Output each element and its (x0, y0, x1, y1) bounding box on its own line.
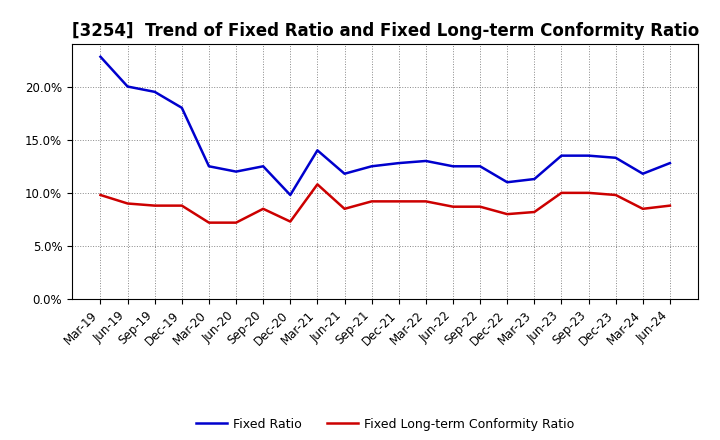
Fixed Long-term Conformity Ratio (178, 203, 186, 208)
Line: Fixed Long-term Conformity Ratio: Fixed Long-term Conformity Ratio (101, 184, 670, 223)
Fixed Ratio (232, 169, 240, 174)
Fixed Ratio (530, 176, 539, 182)
Fixed Long-term Conformity Ratio (421, 199, 430, 204)
Fixed Ratio (123, 84, 132, 89)
Fixed Ratio (341, 171, 349, 176)
Fixed Long-term Conformity Ratio (557, 190, 566, 195)
Fixed Ratio (611, 155, 620, 161)
Fixed Long-term Conformity Ratio (639, 206, 647, 212)
Line: Fixed Ratio: Fixed Ratio (101, 57, 670, 195)
Fixed Ratio (313, 148, 322, 153)
Fixed Long-term Conformity Ratio (530, 209, 539, 215)
Fixed Ratio (421, 158, 430, 164)
Fixed Ratio (150, 89, 159, 95)
Legend: Fixed Ratio, Fixed Long-term Conformity Ratio: Fixed Ratio, Fixed Long-term Conformity … (191, 413, 580, 436)
Fixed Long-term Conformity Ratio (96, 192, 105, 198)
Fixed Ratio (286, 192, 294, 198)
Fixed Long-term Conformity Ratio (313, 182, 322, 187)
Fixed Ratio (204, 164, 213, 169)
Fixed Long-term Conformity Ratio (204, 220, 213, 225)
Fixed Long-term Conformity Ratio (395, 199, 403, 204)
Fixed Long-term Conformity Ratio (367, 199, 376, 204)
Fixed Ratio (367, 164, 376, 169)
Title: [3254]  Trend of Fixed Ratio and Fixed Long-term Conformity Ratio: [3254] Trend of Fixed Ratio and Fixed Lo… (71, 22, 699, 40)
Fixed Long-term Conformity Ratio (503, 212, 511, 217)
Fixed Ratio (639, 171, 647, 176)
Fixed Long-term Conformity Ratio (584, 190, 593, 195)
Fixed Long-term Conformity Ratio (449, 204, 457, 209)
Fixed Ratio (665, 161, 674, 166)
Fixed Long-term Conformity Ratio (150, 203, 159, 208)
Fixed Long-term Conformity Ratio (665, 203, 674, 208)
Fixed Long-term Conformity Ratio (123, 201, 132, 206)
Fixed Ratio (178, 105, 186, 110)
Fixed Ratio (395, 161, 403, 166)
Fixed Long-term Conformity Ratio (259, 206, 268, 212)
Fixed Ratio (503, 180, 511, 185)
Fixed Long-term Conformity Ratio (232, 220, 240, 225)
Fixed Long-term Conformity Ratio (611, 192, 620, 198)
Fixed Ratio (259, 164, 268, 169)
Fixed Ratio (449, 164, 457, 169)
Fixed Ratio (557, 153, 566, 158)
Fixed Ratio (584, 153, 593, 158)
Fixed Long-term Conformity Ratio (341, 206, 349, 212)
Fixed Ratio (96, 54, 105, 59)
Fixed Ratio (476, 164, 485, 169)
Fixed Long-term Conformity Ratio (286, 219, 294, 224)
Fixed Long-term Conformity Ratio (476, 204, 485, 209)
